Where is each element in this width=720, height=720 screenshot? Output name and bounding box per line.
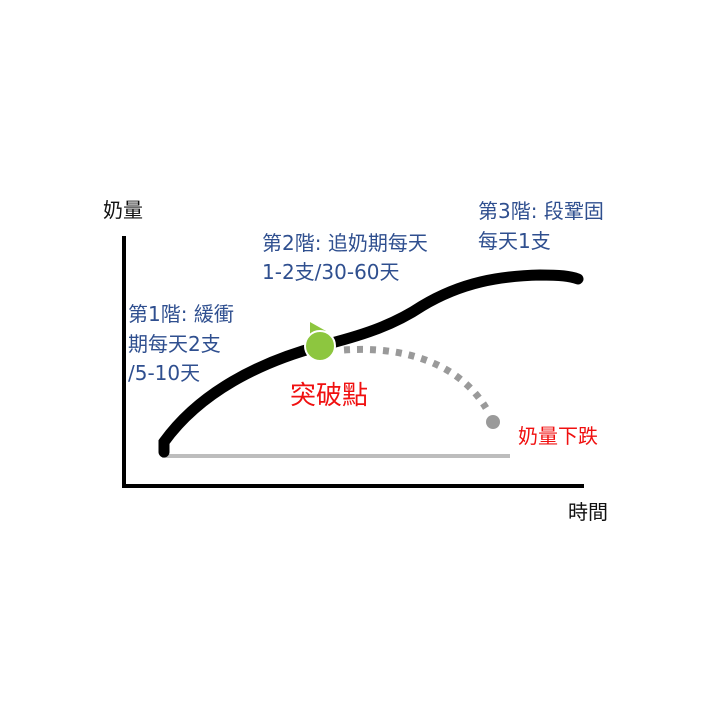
stage-1-line-1: 第1階: 緩衝 [128,302,234,326]
decline-dashed-curve [343,345,489,410]
stage-2-line-1: 第2階: 追奶期每天 [262,231,428,255]
stage-3-line-2: 每天1支 [478,229,551,253]
stage-1-line-3: /5-10天 [128,361,201,385]
stage-3-line-1: 第3階: 段鞏固 [478,199,604,223]
decline-end-dot [486,415,500,429]
breakthrough-marker [304,330,336,362]
decline-label: 奶量下跌 [518,424,598,448]
x-axis-label: 時間 [568,500,608,524]
y-axis-label: 奶量 [103,198,143,222]
stage-1-line-2: 期每天2支 [128,332,221,356]
growth-curve [158,269,584,458]
stage-2-line-2: 1-2支/30-60天 [262,260,400,284]
breakthrough-label: 突破點 [290,381,369,411]
